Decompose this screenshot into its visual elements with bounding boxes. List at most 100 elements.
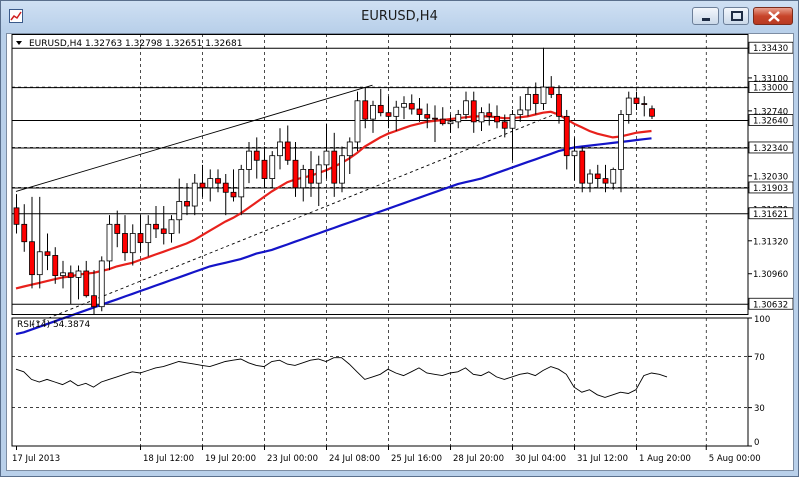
price-tick-label: 1.33000 bbox=[753, 84, 788, 94]
bear-candle-body bbox=[385, 112, 392, 117]
candle bbox=[633, 91, 640, 110]
bear-candle-body bbox=[408, 103, 415, 110]
bull-candle-body bbox=[370, 104, 376, 120]
candle bbox=[571, 137, 578, 181]
candles bbox=[13, 47, 655, 314]
close-button[interactable] bbox=[753, 7, 793, 25]
candle bbox=[346, 137, 353, 174]
bear-candle-body bbox=[199, 182, 206, 189]
candle bbox=[114, 210, 121, 248]
bear-candle-body bbox=[641, 103, 648, 105]
candle bbox=[618, 109, 624, 193]
candle bbox=[21, 204, 28, 252]
candle bbox=[176, 178, 183, 234]
candle bbox=[362, 87, 369, 129]
rsi-tick-label: 70 bbox=[754, 353, 765, 363]
chart-area[interactable]: 1.33430 1.33100 1.33000 1.32740 1.32640 1.323… bbox=[6, 33, 794, 471]
bull-candle-body bbox=[509, 114, 516, 129]
candle bbox=[83, 260, 90, 298]
bear-candle-body bbox=[362, 100, 369, 120]
candle bbox=[439, 107, 446, 126]
candle bbox=[269, 151, 276, 188]
time-axis: 17 Jul 2013 18 Jul 12:00 19 Jul 20:00 23 Ju… bbox=[12, 446, 761, 464]
candle bbox=[145, 215, 152, 257]
bull-candle-body bbox=[145, 223, 152, 244]
bear-candle-body bbox=[416, 108, 423, 115]
trendline[interactable] bbox=[31, 112, 559, 326]
candle bbox=[29, 196, 35, 289]
candle bbox=[494, 105, 500, 129]
bull-candle-body bbox=[478, 112, 485, 123]
bear-candle-body bbox=[486, 112, 493, 117]
price-tick-label: 1.30632 bbox=[753, 300, 788, 310]
candle bbox=[563, 109, 570, 170]
bear-candle-body bbox=[13, 207, 20, 225]
bull-candle-body bbox=[176, 201, 183, 221]
bull-candle-body bbox=[540, 86, 547, 104]
price-tick-label: 1.32640 bbox=[753, 117, 788, 127]
bull-candle-body bbox=[610, 169, 617, 184]
candle bbox=[36, 196, 43, 289]
bull-candle-body bbox=[246, 150, 252, 170]
bull-candle-body bbox=[277, 141, 283, 157]
bull-candle-body bbox=[106, 223, 113, 262]
time-tick-label: 30 Jul 04:00 bbox=[515, 454, 566, 464]
bear-candle-body bbox=[494, 115, 500, 123]
bull-candle-body bbox=[354, 100, 361, 143]
chart-frame bbox=[11, 34, 749, 447]
time-tick-label: 1 Aug 20:00 bbox=[639, 454, 691, 464]
candle bbox=[610, 167, 617, 190]
candle bbox=[137, 215, 144, 252]
bear-candle-body bbox=[52, 255, 59, 276]
slow-moving-average-line bbox=[15, 137, 652, 336]
candle bbox=[277, 128, 283, 170]
bear-candle-body bbox=[230, 191, 237, 198]
candle bbox=[478, 107, 485, 131]
bear-candle-body bbox=[44, 251, 51, 256]
candle bbox=[401, 96, 407, 120]
bull-candle-body bbox=[571, 150, 578, 157]
time-tick-label: 23 Jul 00:00 bbox=[267, 454, 318, 464]
candle bbox=[424, 103, 431, 129]
candle bbox=[532, 82, 539, 115]
bull-candle-body bbox=[98, 260, 105, 308]
candle bbox=[52, 247, 59, 284]
time-tick-label: 19 Jul 20:00 bbox=[205, 454, 256, 464]
rsi-line bbox=[15, 357, 668, 398]
trendline[interactable] bbox=[15, 84, 373, 192]
rsi-tick-label: 0 bbox=[754, 438, 759, 448]
candle bbox=[91, 270, 97, 314]
candle bbox=[463, 91, 469, 120]
bull-candle-body bbox=[75, 270, 82, 278]
bear-candle-body bbox=[377, 104, 384, 114]
title-bar[interactable]: EURUSD,H4 bbox=[1, 1, 798, 31]
candle bbox=[253, 137, 260, 179]
price-tick-label: 1.32740 bbox=[753, 107, 788, 117]
bear-candle-body bbox=[184, 201, 190, 207]
candle bbox=[323, 123, 330, 179]
chart-window-icon bbox=[9, 9, 23, 23]
bull-candle-body bbox=[323, 150, 330, 166]
bull-candle-body bbox=[401, 103, 407, 108]
trendlines[interactable] bbox=[15, 84, 559, 326]
price-tick-label: 1.32340 bbox=[753, 144, 788, 154]
rsi-panel: 0 30 70 100 bbox=[12, 315, 770, 448]
bear-candle-body bbox=[91, 295, 97, 308]
candle bbox=[13, 194, 20, 234]
price-tick-label: 1.31320 bbox=[753, 237, 788, 247]
price-tick-label: 1.30960 bbox=[753, 270, 788, 280]
bear-candle-body bbox=[470, 100, 477, 123]
minimize-button[interactable] bbox=[692, 7, 719, 25]
candle bbox=[354, 91, 361, 152]
maximize-button[interactable] bbox=[723, 7, 749, 25]
bear-candle-body bbox=[563, 115, 570, 157]
candle bbox=[184, 183, 190, 216]
candle bbox=[649, 105, 655, 120]
bull-candle-body bbox=[269, 155, 276, 179]
candle bbox=[215, 169, 221, 193]
bear-candle-body bbox=[432, 117, 438, 120]
bull-candle-body bbox=[36, 251, 43, 276]
collapse-arrow-icon[interactable] bbox=[16, 41, 22, 45]
candle bbox=[548, 76, 555, 99]
